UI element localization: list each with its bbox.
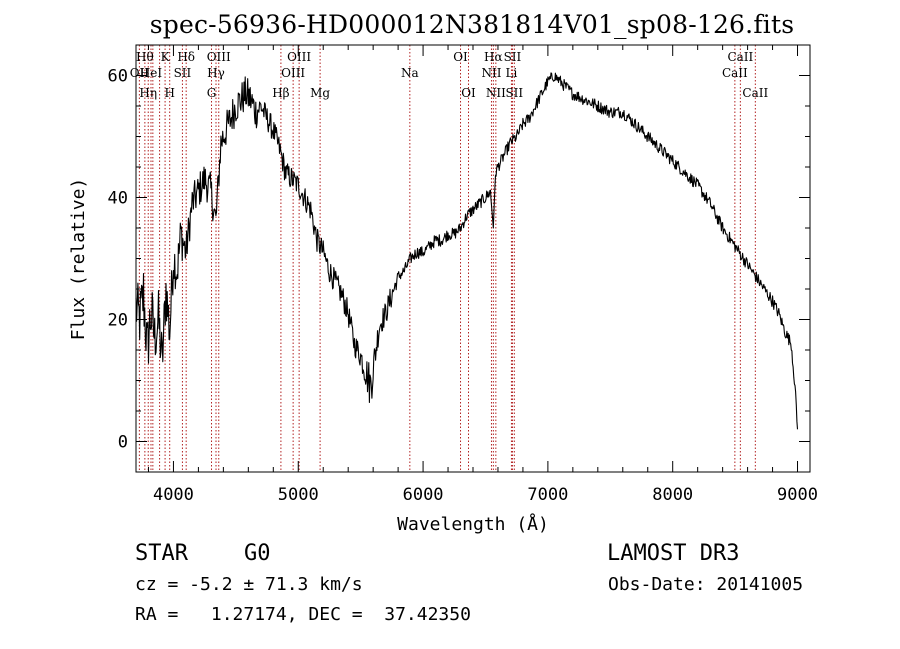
spectral-line-label: Na — [401, 66, 419, 80]
spectral-line-label: HeI — [140, 66, 163, 80]
spectral-line-markers — [138, 45, 756, 472]
chart-title: spec-56936-HD000012N381814V01_sp08-126.f… — [149, 10, 795, 39]
spectral-line-label: Hα — [484, 50, 503, 64]
spectral-line-label: CaII — [722, 66, 748, 80]
spectral-line-label: Hθ — [136, 50, 154, 64]
spectral-line-label: Hη — [139, 86, 157, 100]
y-tick-label: 60 — [108, 67, 128, 87]
spectral-line-label: OIII — [287, 50, 311, 64]
axis-ticks: 4000 5000 6000 7000 8000 9000 0 20 40 60 — [108, 44, 818, 505]
y-axis-label: Flux (relative) — [68, 178, 89, 341]
x-tick-label: 4000 — [153, 485, 194, 505]
spectral-line-label: Hβ — [272, 86, 289, 100]
spectral-line-label: Hγ — [207, 66, 225, 80]
spectral-line-label: OI — [461, 86, 476, 100]
spectral-line-label: NII — [481, 66, 501, 80]
spectral-line-label: OIII — [281, 66, 305, 80]
x-tick-label: 6000 — [403, 485, 444, 505]
y-tick-label: 0 — [118, 433, 128, 453]
spectral-line-label: Mg — [310, 86, 330, 100]
spectral-line-label: NII — [486, 86, 506, 100]
x-axis-label: Wavelength (Å) — [397, 513, 549, 535]
redshift-cz: cz = -5.2 ± 71.3 km/s — [135, 574, 363, 595]
spectral-line-label: G — [207, 86, 217, 100]
object-subclass: G0 — [244, 541, 271, 566]
spectral-line-label: CaII — [727, 50, 753, 64]
object-class: STAR — [135, 541, 188, 566]
x-tick-label: 5000 — [278, 485, 319, 505]
line-labels: OIIHθHηHeIKHSIIHδGHγOIIIHβOIIIOIIIMgNaOI… — [130, 50, 769, 100]
spectral-line-label: SII — [174, 66, 192, 80]
flux-line — [135, 72, 799, 430]
plot-frame — [135, 44, 811, 473]
coordinates: RA = 1.27174, DEC = 37.42350 — [135, 604, 471, 625]
x-tick-label: 9000 — [777, 485, 818, 505]
survey-name: LAMOST DR3 — [607, 541, 740, 566]
spectral-line-label: Hδ — [177, 50, 195, 64]
spectral-line-label: Li — [506, 66, 518, 80]
spectral-line-label: OI — [453, 50, 468, 64]
spectrum-curve — [135, 72, 799, 430]
spectral-line-label: OIII — [207, 50, 231, 64]
x-tick-label: 7000 — [527, 485, 568, 505]
spectral-line-label: H — [164, 86, 174, 100]
observation-date: Obs-Date: 20141005 — [608, 574, 804, 595]
spectral-line-label: OII — [130, 66, 150, 80]
y-tick-label: 40 — [108, 189, 128, 209]
spectral-line-label: SII — [505, 86, 523, 100]
x-tick-label: 8000 — [652, 485, 693, 505]
y-tick-label: 20 — [108, 311, 128, 331]
spectral-line-label: SII — [504, 50, 522, 64]
spectral-line-label: K — [161, 50, 171, 64]
spectral-line-label: CaII — [742, 86, 768, 100]
